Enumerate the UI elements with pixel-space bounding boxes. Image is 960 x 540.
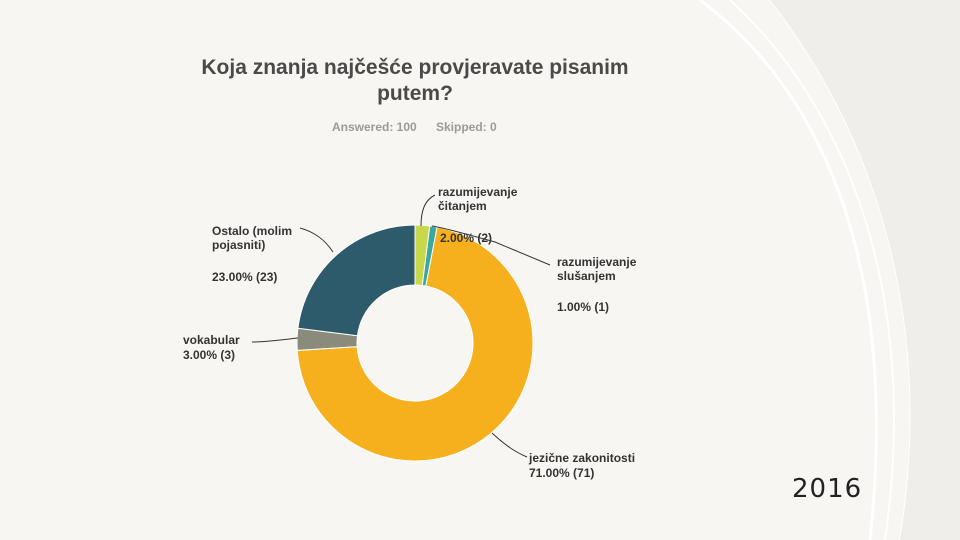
slide-year: 2016: [792, 474, 863, 504]
slice-value-razumijevanje-slusanjem: 1.00% (1): [557, 300, 610, 314]
slice-value-vokabular: 3.00% (3): [183, 348, 236, 362]
chart-title: Koja znanja najčešće provjeravate pisani…: [170, 55, 660, 107]
slice-value-razumijevanje-citanjem: 2.00% (2): [440, 231, 493, 245]
slice-label-line: Ostalo (molim: [212, 224, 293, 238]
slice-label-line: razumijevanje: [438, 185, 518, 199]
leader-line-razumijevanje-citanjem: [420, 194, 436, 227]
answered-count: Answered: 100: [332, 120, 417, 134]
slice-label-line: pojasniti): [212, 238, 266, 252]
leader-line-razumijevanje-slusanjem: [431, 225, 551, 266]
slice-label-ostalo: Ostalo (molim pojasniti): [212, 224, 292, 252]
slice-label-razumijevanje-slusanjem: razumijevanje slušanjem: [557, 255, 636, 283]
slice-label-line: razumijevanje: [557, 255, 637, 269]
leader-line-ostalo: [299, 227, 334, 253]
slice-label-vokabular: vokabular: [183, 333, 240, 347]
slice-label-razumijevanje-citanjem: razumijevanje čitanjem: [438, 185, 517, 213]
decorative-fill: [770, 0, 960, 540]
decorative-curve: [769, 0, 912, 540]
decorative-curve: [699, 0, 878, 540]
decorative-curve: [729, 0, 895, 540]
skipped-count: Skipped: 0: [436, 120, 497, 134]
slice-label-jezicne-zakonitosti: jezične zakonitosti: [529, 451, 636, 465]
leader-line-vokabular: [251, 337, 299, 343]
donut-slice-ostalo: [297, 224, 416, 337]
slice-value-jezicne-zakonitosti: 71.00% (71): [529, 466, 595, 480]
leader-line-jezicne-zakonitosti: [491, 432, 528, 458]
slice-value-ostalo: 23.00% (23): [212, 270, 278, 284]
chart-title-line: putem?: [377, 82, 453, 105]
chart-title-line: Koja znanja najčešće provjeravate pisani…: [201, 56, 629, 79]
slice-label-line: čitanjem: [438, 199, 487, 213]
donut-slice-jezicne-zakonitosti: [296, 226, 534, 462]
slice-label-line: slušanjem: [557, 269, 616, 283]
